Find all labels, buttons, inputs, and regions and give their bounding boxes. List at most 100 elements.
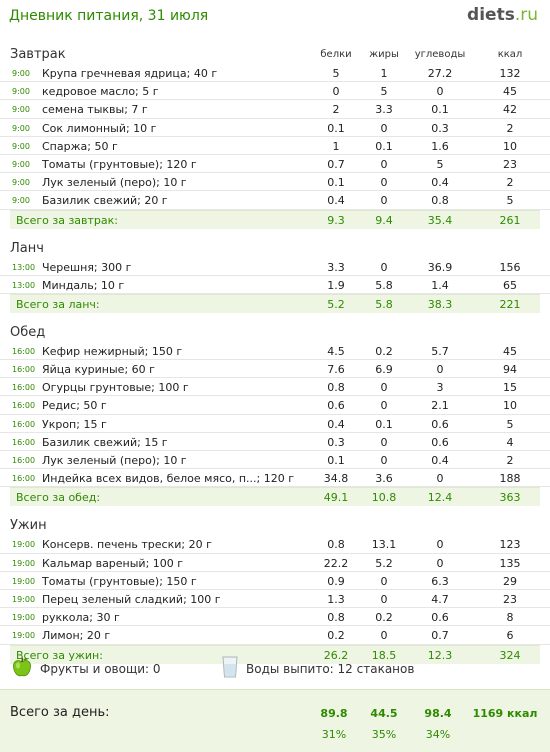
fat-value: 0 [380,260,388,274]
food-name[interactable]: Кальмар вареный; 100 г [42,556,184,570]
food-row[interactable]: 9:00 Крупа гречневая ядрица; 40 г 5 1 27.2 13… [0,64,550,83]
food-name[interactable]: семена тыквы; 7 г [42,103,148,117]
food-name[interactable]: руккола; 30 г [42,611,120,625]
food-name[interactable]: Базилик свежий; 15 г [42,435,168,449]
meal-time: 9:00 [12,69,30,78]
food-name[interactable]: Лук зеленый (перо); 10 г [42,454,187,467]
food-name[interactable]: Томаты (грунтовые); 150 г [42,574,197,588]
meal-time: 9:00 [12,123,30,133]
food-row[interactable]: 19:00 Лимон; 20 г 0.2 0 0.7 6 [0,626,550,645]
food-row[interactable]: 16:00 Базилик свежий; 15 г 0.3 0 0.6 4 [0,433,550,451]
food-row[interactable]: 9:00 семена тыквы; 7 г 2 3.3 0.1 42 [0,100,550,119]
food-row[interactable]: 9:00 Сок лимонный; 10 г 0.1 0 0.3 2 [0,119,550,137]
food-row[interactable]: 16:00 Индейка всех видов, белое мясо, п..… [0,469,550,488]
total-protein: 9.3 [327,213,345,227]
food-name[interactable]: Сок лимонный; 10 г [42,121,157,135]
section-gap [0,313,550,322]
protein-value: 0.8 [327,538,345,552]
food-row[interactable]: 9:00 Базилик свежий; 20 г 0.4 0 0.8 5 [0,191,550,210]
meal-header: Ланч [0,238,550,258]
food-name[interactable]: Черешня; 300 г [42,260,132,274]
food-row[interactable]: 13:00 Черешня; 300 г 3.3 0 36.9 156 [0,258,550,276]
protein-value: 3.3 [327,260,345,274]
fat-value: 1 [380,67,388,80]
food-name[interactable]: кедровое масло; 5 г [42,85,159,99]
food-row[interactable]: 16:00 Редис; 50 г 0.6 0 2.1 10 [0,396,550,415]
carbs-value: 0 [436,538,444,552]
food-row[interactable]: 9:00 Спаржа; 50 г 1 0.1 1.6 10 [0,137,550,155]
protein-value: 1.3 [327,592,345,606]
protein-value: 0.1 [327,176,345,190]
protein-value: 0.6 [327,399,345,413]
food-row[interactable]: 19:00 Консерв. печень трески; 20 г 0.8 13.1… [0,535,550,554]
food-name[interactable]: Индейка всех видов, белое мясо, п...; 12… [42,472,294,486]
day-total: Всего за день: 89.8 44.5 98.4 1169 ккал … [0,689,550,752]
carbs-value: 4.7 [431,592,449,606]
protein-value: 1.9 [327,278,345,292]
column-header-protein: белки [320,49,352,60]
fat-value: 13.1 [371,538,397,552]
kcal-value: 5 [506,417,514,431]
food-row[interactable]: 19:00 руккола; 30 г 0.8 0.2 0.6 8 [0,608,550,627]
meal-time: 13:00 [12,280,36,290]
total-protein: 49.1 [323,491,349,505]
food-row[interactable]: 16:00 Яйца куриные; 60 г 7.6 6.9 0 94 [0,360,550,379]
meal-time: 16:00 [12,365,36,375]
food-row[interactable]: 16:00 Укроп; 15 г 0.4 0.1 0.6 5 [0,415,550,433]
fat-value: 5.8 [375,278,393,292]
kcal-value: 123 [499,538,521,552]
food-name[interactable]: Лимон; 20 г [42,629,111,643]
food-row[interactable]: 19:00 Перец зеленый сладкий; 100 г 1.3 0 4.7… [0,590,550,609]
food-name[interactable]: Огурцы грунтовые; 100 г [42,381,189,395]
food-name[interactable]: Томаты (грунтовые); 120 г [42,157,197,171]
food-row[interactable]: 19:00 Томаты (грунтовые); 150 г 0.9 0 6.3 29 [0,572,550,590]
total-fat: 5.8 [375,297,393,311]
food-name[interactable]: Базилик свежий; 20 г [42,194,168,208]
meal-title: Ланч [10,240,44,256]
food-name[interactable]: Перец зеленый сладкий; 100 г [42,592,221,606]
protein-value: 0.8 [327,381,345,395]
food-name[interactable]: Кефир нежирный; 150 г [42,344,183,358]
food-name[interactable]: Укроп; 15 г [42,417,107,431]
total-kcal: 261 [499,213,521,227]
day-total-protein: 89.8 [320,707,348,720]
food-row[interactable]: 16:00 Кефир нежирный; 150 г 4.5 0.2 5.7 45 [0,342,550,361]
fat-value: 5.2 [375,556,393,570]
food-row[interactable]: 16:00 Огурцы грунтовые; 100 г 0.8 0 3 15 [0,378,550,397]
food-row[interactable]: 19:00 Кальмар вареный; 100 г 22.2 5.2 0 135 [0,554,550,572]
meal-total-label: Всего за обед: [16,491,101,505]
food-name[interactable]: Редис; 50 г [42,399,107,413]
kcal-value: 45 [503,344,517,358]
carbs-value: 5 [436,157,444,171]
food-row[interactable]: 9:00 кедровое масло; 5 г 0 5 0 45 [0,82,550,101]
total-kcal: 324 [499,648,521,662]
carbs-value: 3 [436,381,444,395]
food-name[interactable]: Яйца куриные; 60 г [42,363,155,377]
meal-time: 9:00 [12,87,30,97]
food-row[interactable]: 9:00 Томаты (грунтовые); 120 г 0.7 0 5 23 [0,155,550,174]
food-name[interactable]: Лук зеленый (перо); 10 г [42,176,187,190]
food-row[interactable]: 16:00 Лук зеленый (перо); 10 г 0.1 0 0.4 2 [0,451,550,470]
food-name[interactable]: Спаржа; 50 г [42,139,118,153]
day-total-fat: 44.5 [370,707,398,720]
food-name[interactable]: Крупа гречневая ядрица; 40 г [42,67,218,80]
total-kcal: 221 [499,297,521,311]
food-name[interactable]: Миндаль; 10 г [42,278,125,292]
meal-time: 13:00 [12,262,36,272]
site-logo[interactable]: diets.ru [467,5,538,25]
carbs-value: 0 [436,363,444,377]
fat-value: 0 [380,435,388,449]
carbs-value: 0.6 [431,611,449,625]
day-fat-percent: 35% [371,728,397,741]
fat-value: 5 [380,85,388,99]
food-row[interactable]: 9:00 Лук зеленый (перо); 10 г 0.1 0 0.4 2 [0,173,550,192]
kcal-value: 45 [503,85,517,99]
carbs-value: 0.3 [431,121,449,135]
fruits-counter: Фрукты и овощи: 0 [40,662,161,676]
kcal-value: 23 [503,592,517,606]
food-row[interactable]: 13:00 Миндаль; 10 г 1.9 5.8 1.4 65 [0,276,550,294]
kcal-value: 4 [506,435,514,449]
food-name[interactable]: Консерв. печень трески; 20 г [42,538,212,552]
meal-time: 9:00 [12,105,30,115]
column-header-carbs: углеводы [414,49,466,60]
